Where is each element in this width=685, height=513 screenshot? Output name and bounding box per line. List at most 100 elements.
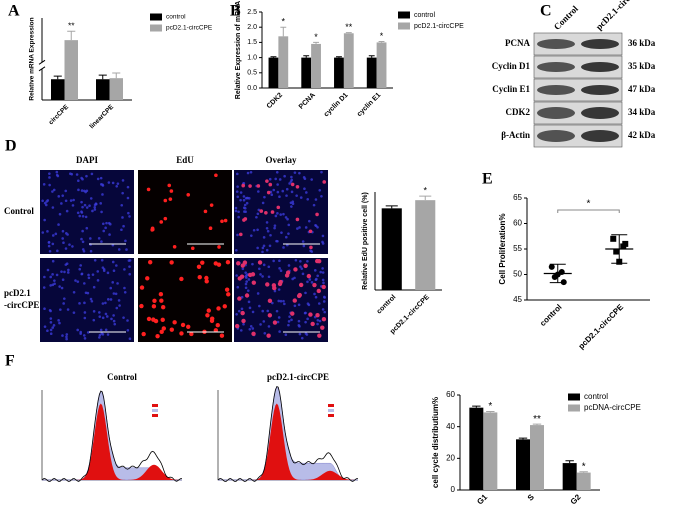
- nucleus: [256, 292, 260, 295]
- y-tick-label: 60: [513, 219, 522, 228]
- nucleus: [234, 209, 238, 213]
- bar: [343, 33, 354, 88]
- blot-band: [537, 85, 575, 95]
- nucleus: [71, 204, 75, 207]
- edu-cell: [209, 203, 214, 207]
- error-bar: [303, 55, 310, 58]
- blot-size: 36 kDa: [628, 38, 656, 48]
- nucleus: [48, 249, 52, 253]
- significance: *: [488, 401, 492, 412]
- nucleus: [276, 212, 279, 215]
- x-tick-label: PCNA: [298, 92, 317, 111]
- edu-cell: [316, 258, 322, 264]
- nucleus: [301, 272, 305, 276]
- bar: [469, 407, 484, 490]
- nucleus: [252, 228, 256, 232]
- nucleus: [52, 324, 56, 327]
- edu-cell: [172, 244, 177, 249]
- bar: [381, 208, 402, 290]
- flow-legend-swatch: [152, 414, 158, 417]
- nucleus: [241, 267, 245, 271]
- edu-cell: [208, 226, 213, 231]
- nucleus: [245, 201, 249, 205]
- edu-cell: [321, 317, 327, 322]
- nucleus: [49, 321, 53, 324]
- bar: [278, 36, 289, 88]
- nucleus: [298, 226, 301, 229]
- y-axis-label: cell cycle distributium%: [431, 397, 440, 488]
- sd-bar: [549, 263, 566, 284]
- nucleus: [77, 179, 80, 183]
- nucleus: [313, 269, 317, 272]
- significance: *: [587, 199, 591, 210]
- y-axis-label: Relative EdU positive cell (%): [362, 192, 369, 290]
- nucleus: [98, 315, 102, 318]
- nucleus: [300, 267, 304, 270]
- nucleus: [83, 337, 87, 340]
- nucleus: [65, 262, 69, 266]
- nucleus: [65, 337, 68, 341]
- nucleus: [322, 300, 326, 303]
- y-axis-label: Cell Proliferation%: [498, 213, 507, 284]
- nucleus: [101, 184, 105, 187]
- nucleus: [49, 275, 52, 279]
- error-bar: [53, 75, 62, 80]
- edu-cell: [160, 317, 165, 323]
- nucleus: [316, 225, 319, 229]
- image-column-label: EdU: [176, 155, 194, 165]
- edu-cell: [186, 192, 191, 197]
- edu-cell: [141, 331, 146, 337]
- significance: *: [582, 461, 586, 472]
- nucleus: [100, 210, 103, 214]
- nucleus: [294, 258, 298, 262]
- flow-g1-peak: [42, 403, 182, 480]
- nucleus: [251, 310, 255, 314]
- nucleus: [278, 330, 281, 333]
- error-bar: [419, 195, 432, 201]
- nucleus: [48, 308, 52, 312]
- x-tick-label: CDK2: [266, 92, 285, 111]
- nucleus: [94, 202, 98, 205]
- flow-legend-swatch: [328, 409, 334, 412]
- nucleus: [81, 214, 85, 218]
- significance: *: [314, 32, 318, 42]
- nucleus: [295, 194, 298, 197]
- nucleus: [246, 171, 250, 175]
- nucleus: [320, 170, 323, 174]
- x-tick-label: control: [376, 294, 398, 316]
- nucleus: [297, 324, 301, 327]
- nucleus: [299, 196, 303, 199]
- edu-cell: [264, 211, 268, 215]
- nucleus: [250, 234, 253, 237]
- nucleus: [97, 237, 101, 240]
- y-tick-label: 40: [446, 422, 455, 431]
- nucleus: [42, 286, 46, 289]
- nucleus: [49, 332, 53, 335]
- nucleus: [83, 316, 87, 320]
- data-point: [622, 240, 629, 247]
- nucleus: [291, 202, 295, 206]
- nucleus: [275, 170, 279, 174]
- significance: *: [423, 185, 427, 195]
- image-row-label: pcD2.1: [4, 288, 31, 298]
- edu-cell: [179, 276, 184, 282]
- nucleus: [276, 190, 280, 194]
- nucleus: [65, 335, 68, 339]
- nucleus: [101, 193, 104, 196]
- nucleus: [61, 334, 64, 337]
- nucleus: [126, 185, 130, 189]
- edu-cell: [197, 275, 202, 280]
- edu-cell: [236, 261, 241, 266]
- edu-cell: [139, 303, 144, 309]
- nucleus: [266, 229, 270, 233]
- blot-strip: [533, 55, 623, 79]
- edu-cell: [321, 284, 326, 290]
- nucleus: [256, 246, 259, 250]
- nucleus: [111, 260, 115, 264]
- nucleus: [259, 323, 262, 326]
- legend-label: pcDNA-circCPE: [584, 403, 641, 412]
- nucleus: [273, 224, 277, 227]
- nucleus: [114, 292, 118, 296]
- nucleus: [70, 172, 74, 176]
- nucleus: [261, 275, 264, 278]
